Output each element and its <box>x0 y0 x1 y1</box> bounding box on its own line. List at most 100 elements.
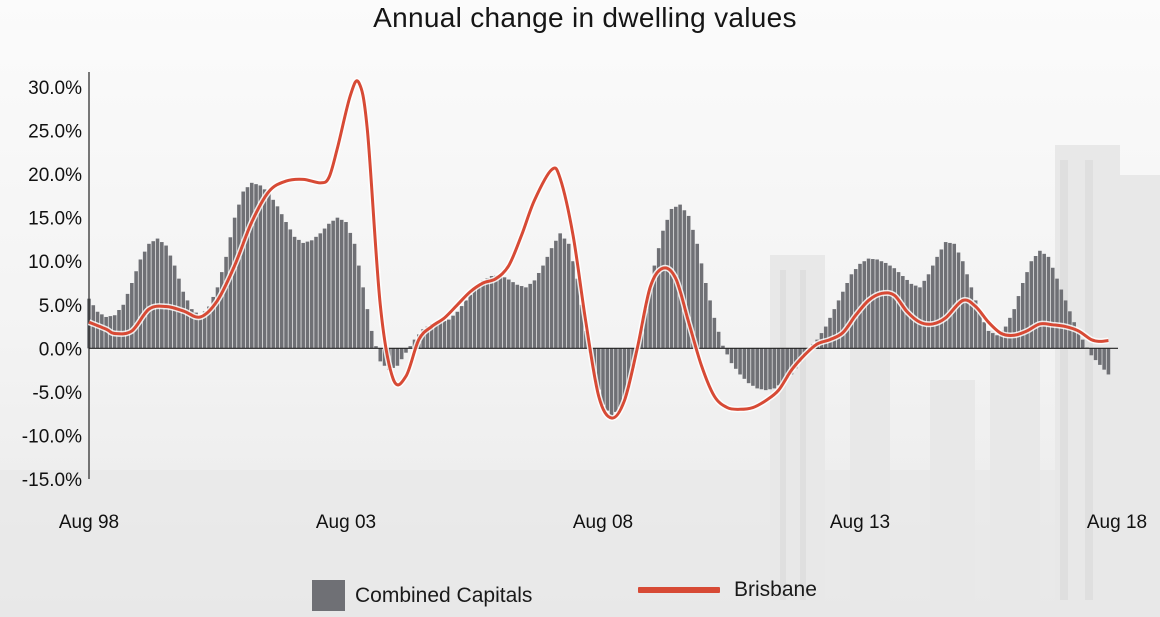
bar <box>789 348 794 375</box>
bar <box>926 274 931 349</box>
bar <box>100 314 104 349</box>
bar <box>896 272 901 349</box>
bar <box>309 240 314 349</box>
bar <box>515 284 520 349</box>
bar <box>738 348 742 375</box>
bar <box>1055 278 1059 349</box>
bar <box>1016 296 1021 349</box>
bar <box>447 319 451 349</box>
bar <box>1050 267 1055 349</box>
bar <box>532 280 537 349</box>
bar <box>344 222 348 349</box>
bar <box>434 323 438 349</box>
bar <box>451 315 455 349</box>
y-tick-label: 20.0% <box>28 165 82 186</box>
bar <box>562 238 567 349</box>
bar <box>1076 330 1081 349</box>
bar <box>134 271 138 349</box>
bar <box>931 265 935 349</box>
bar <box>733 348 738 369</box>
bar <box>678 204 682 349</box>
bar <box>836 300 841 349</box>
bar <box>973 300 978 349</box>
bar <box>986 330 991 349</box>
bar <box>327 223 331 349</box>
bar <box>990 333 995 349</box>
bar <box>476 284 481 349</box>
bar <box>177 278 181 349</box>
y-tick-label: 30.0% <box>28 78 82 99</box>
bar <box>759 348 764 390</box>
bar <box>948 242 952 349</box>
bar <box>601 348 605 405</box>
bar <box>369 330 374 349</box>
bar <box>232 217 237 349</box>
bar <box>656 248 661 349</box>
bar <box>549 248 554 349</box>
y-tick-label: -5.0% <box>32 383 82 404</box>
legend: Combined Capitals Brisbane <box>0 578 1160 614</box>
bar <box>751 348 755 386</box>
legend-label-brisbane: Brisbane <box>734 578 817 601</box>
legend-item-brisbane: Brisbane <box>638 578 817 602</box>
bar <box>147 243 151 349</box>
bar <box>691 229 695 349</box>
bar <box>1046 256 1051 349</box>
legend-label-combined-capitals: Combined Capitals <box>355 583 533 607</box>
bar <box>331 220 335 349</box>
bar <box>228 237 233 349</box>
bar <box>841 291 845 349</box>
bar <box>961 261 965 349</box>
legend-swatch-bars <box>312 580 345 611</box>
bar <box>939 249 944 349</box>
bar <box>768 348 772 390</box>
bar <box>781 348 785 383</box>
bar <box>245 187 250 349</box>
bar <box>729 348 734 364</box>
bar <box>399 348 404 360</box>
bar <box>661 230 665 349</box>
bar <box>190 309 194 349</box>
bar <box>271 199 275 349</box>
bar <box>249 182 254 349</box>
y-tick-label: 25.0% <box>28 122 82 143</box>
bar <box>494 275 498 349</box>
bar <box>1029 261 1034 349</box>
bar <box>498 275 502 349</box>
bar <box>421 329 425 349</box>
bar <box>871 259 875 349</box>
bar <box>237 204 241 349</box>
bar <box>318 233 323 349</box>
bar <box>305 241 310 349</box>
bar <box>1098 348 1102 365</box>
bar <box>935 256 939 349</box>
bar <box>721 345 725 349</box>
bar <box>164 245 168 349</box>
bar <box>755 348 759 389</box>
bar <box>952 243 957 349</box>
bar <box>832 309 837 349</box>
bar <box>335 217 340 349</box>
bar <box>194 312 198 349</box>
bar <box>455 311 460 349</box>
bar <box>995 335 999 349</box>
bar <box>1093 348 1098 361</box>
bar <box>554 240 558 349</box>
bar <box>348 232 353 349</box>
y-tick-label: 5.0% <box>39 296 82 317</box>
bar <box>284 222 288 349</box>
bar <box>464 300 468 349</box>
bar <box>1012 309 1016 349</box>
bar <box>943 242 948 349</box>
bar <box>686 215 691 349</box>
bar <box>489 276 494 349</box>
bar <box>1038 250 1042 349</box>
bar <box>875 259 879 349</box>
brisbane-line-layer <box>87 77 1109 422</box>
bar <box>699 263 704 349</box>
bar <box>104 316 108 349</box>
bar <box>571 261 575 349</box>
bar <box>207 306 211 349</box>
bar <box>219 272 224 349</box>
